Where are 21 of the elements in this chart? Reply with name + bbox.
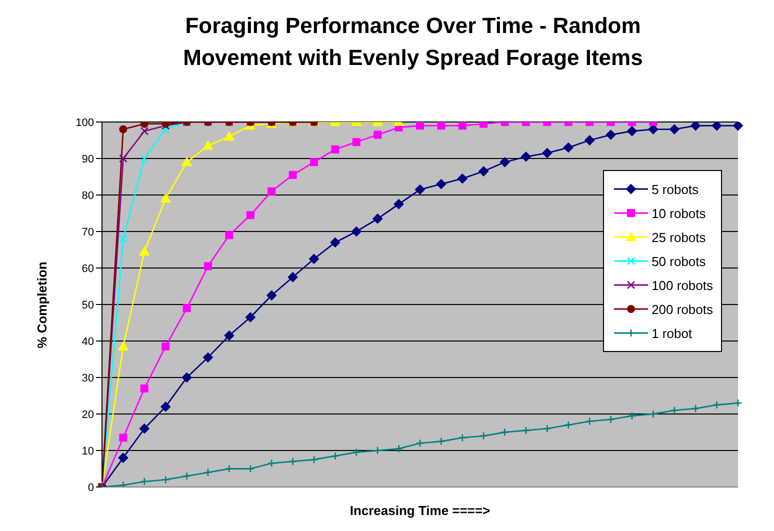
y-tick-label: 90 bbox=[82, 153, 94, 166]
legend-label: 5 robots bbox=[652, 182, 699, 196]
y-tick-label: 0 bbox=[88, 482, 94, 494]
x-axis-title: Increasing Time ====> bbox=[348, 503, 492, 518]
y-tick-label: 10 bbox=[82, 445, 94, 458]
y-tick-label: 30 bbox=[82, 372, 94, 384]
y-tick-label: 60 bbox=[82, 262, 94, 275]
legend-label: 50 robots bbox=[652, 254, 706, 268]
y-tick-label: 70 bbox=[82, 226, 94, 238]
y-axis-title: % Completion bbox=[34, 262, 50, 348]
chart-title: Foraging Performance Over Time - Random Movement with Evenly Spread Forage Items bbox=[182, 12, 644, 72]
y-tick-label: 80 bbox=[82, 190, 94, 202]
y-tick-label: 100 bbox=[76, 116, 94, 129]
y-tick-label: 40 bbox=[82, 336, 94, 348]
y-tick-label: 20 bbox=[82, 408, 94, 421]
legend-label: 100 robots bbox=[652, 278, 713, 292]
legend-label: 200 robots bbox=[652, 302, 713, 316]
y-tick-label: 50 bbox=[82, 299, 94, 312]
legend-label: 1 robot bbox=[652, 326, 692, 340]
legend-label: 25 robots bbox=[652, 230, 706, 244]
legend-label: 10 robots bbox=[652, 206, 706, 220]
